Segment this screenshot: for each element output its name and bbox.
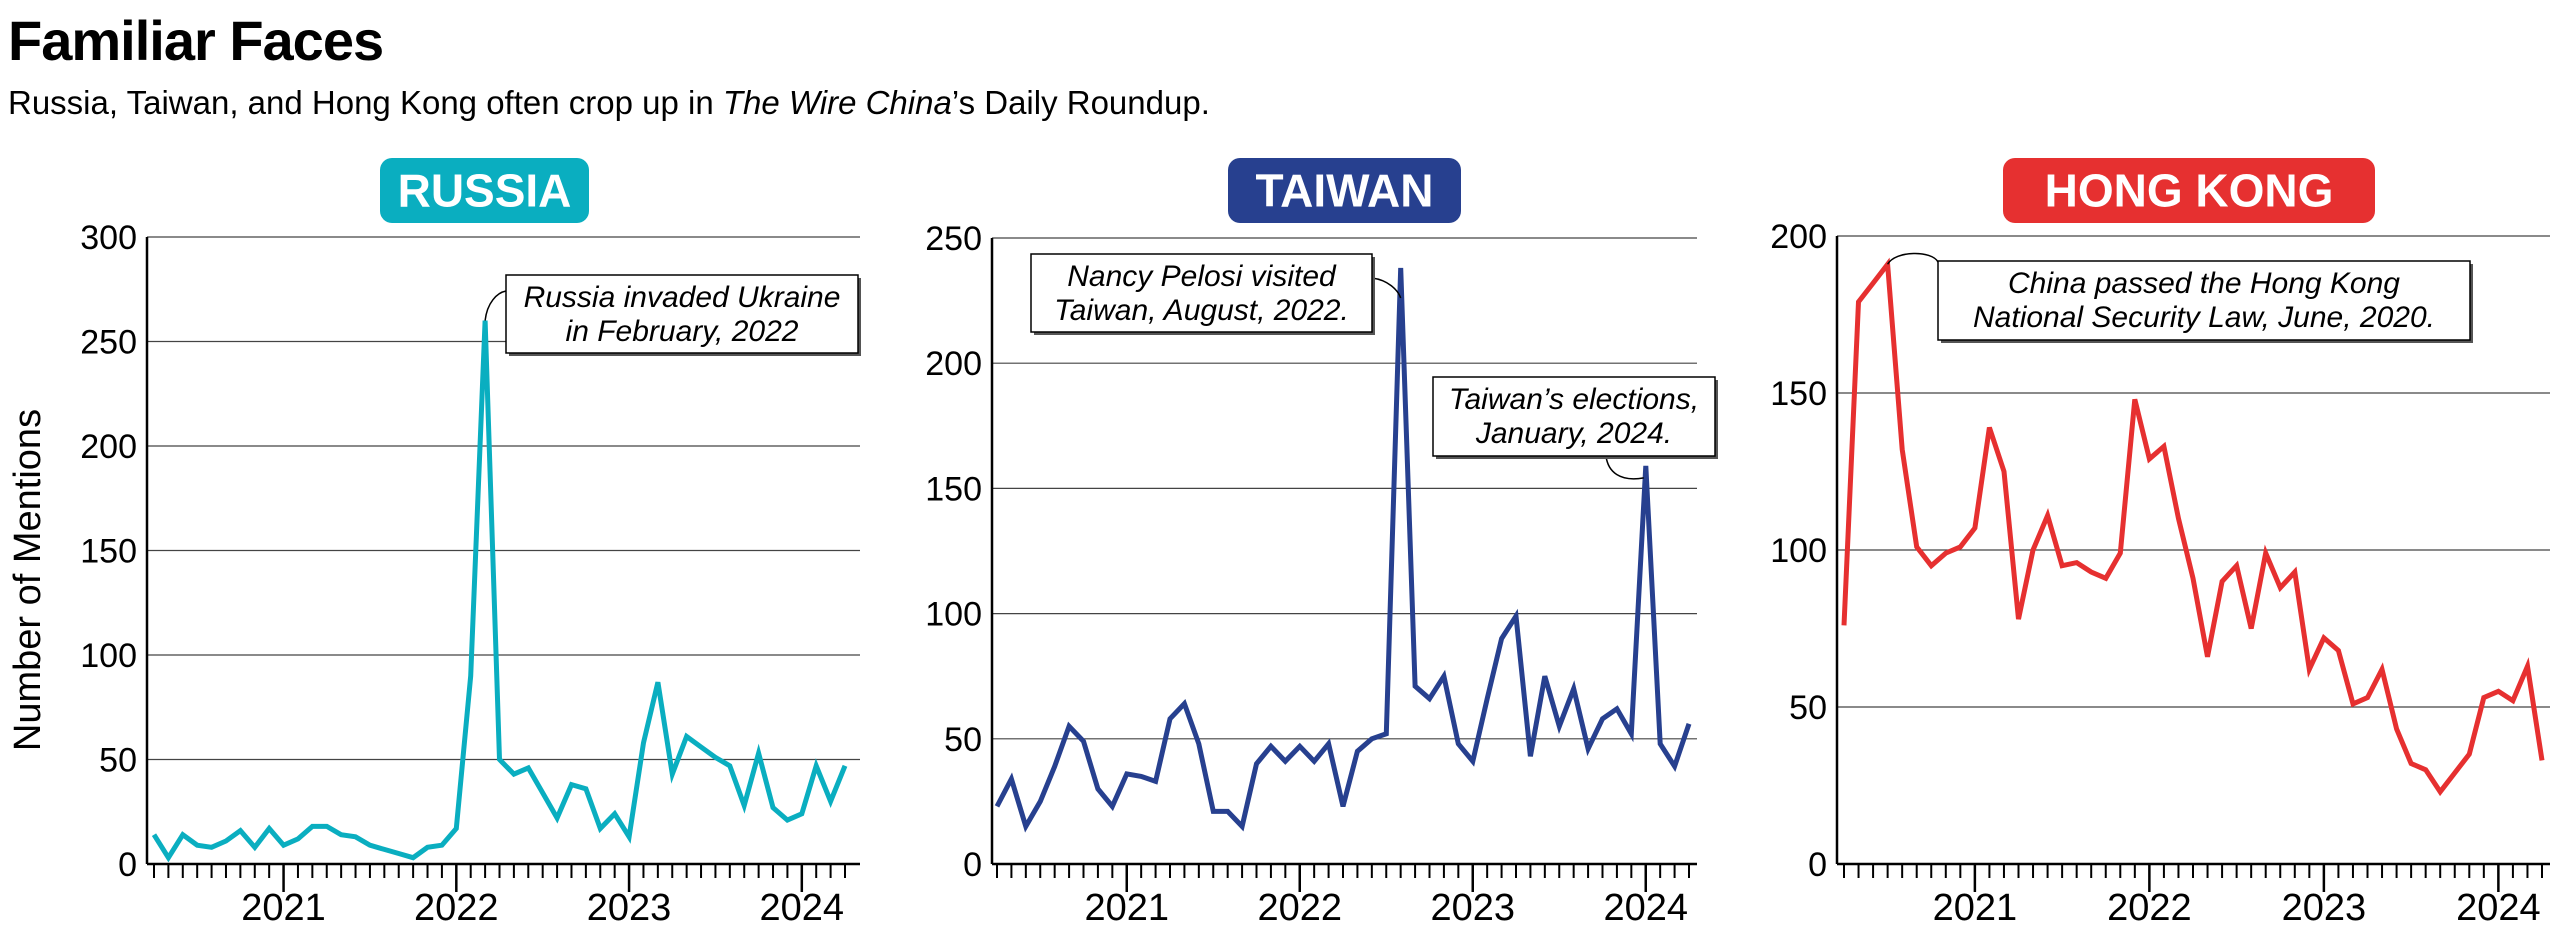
chart-title-text: RUSSIA	[398, 165, 572, 217]
x-tick-label: 2024	[760, 887, 845, 929]
chart-title: Familiar Faces	[8, 9, 384, 72]
chart-title-badge	[2003, 158, 2375, 223]
y-tick-label: 150	[80, 533, 137, 571]
x-tick-label: 2021	[1084, 887, 1169, 929]
annotation-box	[1937, 260, 2471, 341]
annotation-text: Russia invaded Ukraine	[524, 281, 841, 314]
annotation-text: Nancy Pelosi visited	[1067, 260, 1337, 293]
y-tick-label: 200	[80, 428, 137, 466]
chart-hong-kong: HONG KONG 0 50 100 150 200 2021 2022 2023 2024 Chi…	[1770, 158, 2550, 929]
annotation-connector	[1886, 252, 1939, 265]
annotation-text: Taiwan, August, 2022.	[1054, 294, 1349, 327]
subtitle-text-end: ’s Daily Roundup.	[951, 84, 1210, 121]
y-tick-label: 100	[925, 596, 982, 634]
annotation-text: China passed the Hong Kong	[2008, 267, 2400, 300]
y-axis-label: Number of Mentions	[7, 409, 49, 751]
y-tick-label: 100	[80, 637, 137, 675]
annotation-box	[1030, 253, 1373, 333]
annotation-connector	[1371, 277, 1402, 299]
chart-title-badge	[1228, 158, 1461, 223]
chart-russia: RUSSIA 0 50 100 150 200 250 300 2021 2022 2023 2024…	[80, 158, 861, 929]
annotation-connector	[1605, 455, 1644, 480]
x-tick-label: 2023	[1430, 887, 1515, 929]
annotation-connector	[484, 290, 507, 321]
annotation-text: January, 2024.	[1475, 417, 1672, 450]
annotation-text: National Security Law, June, 2020.	[1973, 301, 2435, 334]
annotation-text: in February, 2022	[566, 315, 799, 348]
x-tick-label: 2022	[414, 887, 499, 929]
annotation-text: Taiwan’s elections,	[1449, 383, 1699, 416]
x-tick-label: 2023	[2282, 887, 2367, 929]
data-line	[1841, 257, 2545, 797]
y-tick-label: 150	[925, 470, 982, 508]
y-tick-label: 50	[99, 742, 137, 780]
y-tick-label: 300	[80, 219, 137, 257]
x-tick-label: 2022	[1257, 887, 1342, 929]
y-tick-label: 0	[1808, 846, 1827, 884]
x-tick-label: 2024	[2456, 887, 2541, 929]
x-tick-label: 2023	[587, 887, 672, 929]
y-tick-label: 250	[925, 220, 982, 258]
y-tick-label: 200	[1770, 218, 1827, 256]
x-tick-label: 2021	[1933, 887, 2018, 929]
annotation-box	[1432, 376, 1716, 457]
chart-taiwan: TAIWAN 0 50 100 150 200 250 2021 2022 2023 2024 Nan…	[925, 158, 1718, 929]
x-tick-label: 2021	[241, 887, 326, 929]
y-tick-label: 50	[1789, 689, 1827, 727]
data-line	[151, 320, 848, 863]
y-tick-label: 150	[1770, 375, 1827, 413]
x-tick-label: 2024	[1603, 887, 1688, 929]
chart-title-text: HONG KONG	[2045, 165, 2334, 217]
chart-title-text: TAIWAN	[1255, 165, 1433, 217]
y-tick-label: 50	[944, 721, 982, 759]
y-tick-label: 0	[118, 846, 137, 884]
annotation-box	[505, 274, 859, 354]
y-tick-label: 100	[1770, 532, 1827, 570]
subtitle-publication: The Wire China	[722, 84, 952, 121]
y-tick-label: 200	[925, 345, 982, 383]
data-line	[994, 267, 1692, 833]
chart-title-badge	[380, 158, 589, 223]
y-tick-label: 0	[963, 846, 982, 884]
y-tick-label: 250	[80, 324, 137, 362]
chart-subtitle: Russia, Taiwan, and Hong Kong often crop…	[8, 84, 1210, 122]
subtitle-text: Russia, Taiwan, and Hong Kong often crop…	[8, 84, 723, 121]
x-tick-label: 2022	[2107, 887, 2192, 929]
